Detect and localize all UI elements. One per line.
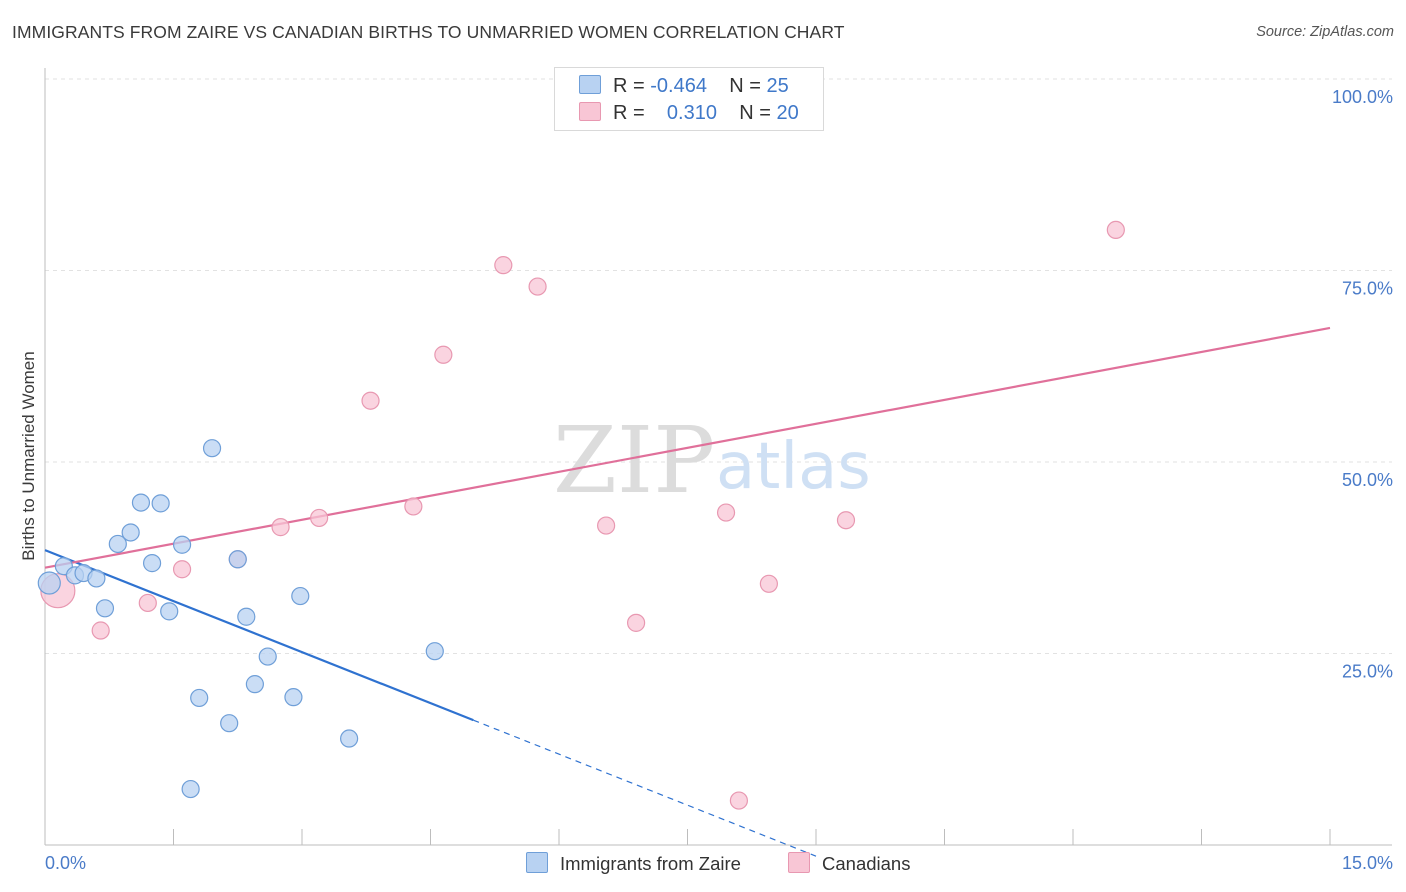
stats-legend: R = -0.464 N = 25 R = 0.310 N = 20 [554, 67, 824, 131]
y-tick-label: 100.0% [1332, 87, 1393, 107]
point-zaire [95, 599, 115, 618]
legend-swatch-blue [579, 75, 601, 94]
watermark: ZIP atlas [553, 407, 871, 514]
legend-swatch-blue [526, 852, 548, 873]
legend-n-value: 20 [776, 102, 799, 124]
point-canadians [1106, 220, 1125, 240]
gridlines [45, 78, 1392, 654]
trend-line-zaire-extension [473, 719, 817, 857]
point-zaire [142, 554, 162, 573]
legend-label-zaire: Immigrants from Zaire [560, 853, 741, 874]
point-zaire [291, 586, 310, 606]
point-canadians [172, 560, 192, 579]
point-zaire [228, 550, 247, 569]
x-tick-label: 15.0% [1342, 853, 1393, 873]
point-zaire [172, 535, 192, 554]
legend-swatch-pink [788, 852, 810, 873]
point-canadians [310, 508, 329, 528]
y-axis-label: Births to Unmarried Women [19, 351, 38, 560]
legend-swatch-pink [579, 102, 601, 121]
data-points [37, 69, 1125, 810]
point-zaire [284, 688, 303, 707]
point-zaire [87, 569, 106, 588]
legend-label-canadians: Canadians [822, 853, 911, 874]
legend-r-value: -0.464 [650, 75, 707, 97]
point-canadians [138, 593, 157, 613]
legend-row-canadians: R = 0.310 N = 20 [579, 102, 799, 126]
chart-title: IMMIGRANTS FROM ZAIRE VS CANADIAN BIRTHS… [12, 22, 845, 42]
point-zaire [131, 493, 151, 512]
point-zaire [160, 602, 179, 621]
legend-r-label: R = [613, 102, 645, 124]
y-tick-label: 25.0% [1342, 662, 1393, 682]
legend-n-label: N = [739, 102, 771, 124]
point-zaire [425, 642, 444, 661]
point-canadians [716, 503, 736, 522]
point-canadians [361, 391, 380, 410]
legend-r-value: 0.310 [666, 102, 717, 124]
point-zaire [108, 534, 127, 554]
point-canadians [597, 516, 616, 535]
y-tick-label: 75.0% [1342, 279, 1393, 299]
point-canadians [729, 791, 749, 810]
point-zaire [340, 729, 359, 748]
watermark-zip: ZIP [553, 407, 715, 514]
legend-n-value: 25 [766, 75, 789, 97]
x-tick-label: 0.0% [45, 853, 86, 873]
point-canadians [528, 277, 547, 296]
point-zaire [202, 439, 222, 458]
legend-row-zaire: R = -0.464 N = 25 [579, 75, 789, 99]
point-zaire [190, 688, 209, 708]
point-canadians [494, 256, 513, 275]
tick-labels: 100.0% 75.0% 50.0% 25.0% 0.0% 15.0% [45, 87, 1393, 873]
point-canadians [836, 511, 856, 530]
point-zaire [121, 523, 140, 542]
point-canadians [91, 621, 110, 640]
point-zaire [220, 714, 239, 733]
point-zaire [237, 607, 256, 626]
point-zaire [37, 571, 61, 595]
point-zaire [258, 647, 277, 666]
y-tick-label: 50.0% [1342, 470, 1393, 490]
point-zaire [151, 494, 170, 513]
point-canadians [759, 574, 778, 593]
point-canadians [404, 497, 423, 516]
bottom-legend-canadians: Canadians [788, 852, 910, 875]
bottom-legend-zaire: Immigrants from Zaire [526, 852, 741, 875]
trend-lines [44, 326, 1331, 857]
point-canadians [626, 613, 646, 632]
point-zaire [181, 779, 200, 799]
legend-n-label: N = [729, 75, 761, 97]
trend-line-zaire [44, 549, 474, 722]
chart-source: Source: ZipAtlas.com [1256, 24, 1394, 40]
axes [44, 68, 1392, 846]
point-zaire [245, 675, 264, 694]
legend-r-label: R = [613, 75, 645, 97]
watermark-atlas: atlas [716, 430, 871, 504]
point-canadians [434, 345, 453, 364]
point-canadians [271, 518, 290, 537]
trend-line-canadians [44, 326, 1331, 569]
